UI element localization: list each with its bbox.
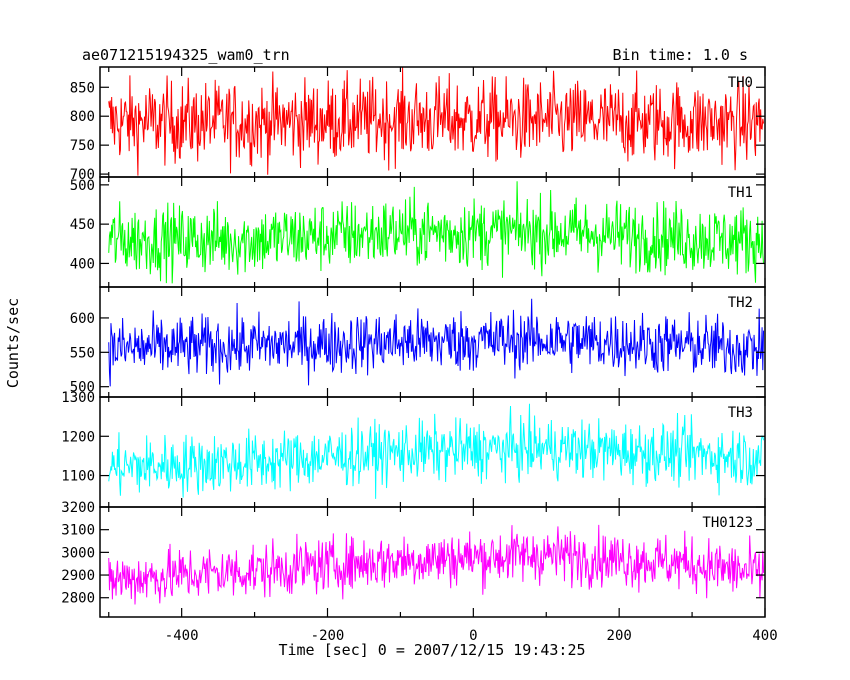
y-tick-label: 1100 [61, 469, 95, 485]
x-tick-label: 200 [607, 628, 632, 644]
panel-label: TH0 [728, 75, 753, 91]
y-tick-label: 450 [70, 217, 95, 233]
panel-th0123: 2800 2900 3000 3100 3200 TH0123 [61, 500, 766, 618]
bin-time-label: Bin time: 1.0 s [613, 46, 748, 64]
y-tick-label: 550 [70, 345, 95, 361]
y-tick-label: 2800 [61, 591, 95, 607]
y-tick-label: 850 [70, 80, 95, 96]
panel-th2: 500 550 600 TH2 [70, 286, 766, 398]
x-tick-label: -400 [165, 628, 199, 644]
y-tick-label: 500 [70, 380, 95, 396]
y-tick-label: 800 [70, 109, 95, 125]
panel-label: TH1 [728, 185, 753, 201]
x-tick-label: 0 [469, 628, 477, 644]
series-line-th0123 [108, 524, 765, 605]
panel-frame [99, 506, 766, 618]
y-tick-label: 3000 [61, 545, 95, 561]
series-line-th3 [108, 403, 765, 499]
series-line-th1 [108, 181, 765, 284]
y-tick-label: 600 [70, 311, 95, 327]
series-line-th2 [108, 298, 765, 387]
y-tick-label: 3200 [61, 500, 95, 516]
panel-th0: 700 750 800 850 TH0 [70, 66, 766, 183]
panel-label: TH2 [728, 295, 753, 311]
x-axis: -400 -200 0 200 400 [165, 628, 778, 644]
panel-th3: 1100 1200 1300 TH3 [61, 390, 766, 508]
x-tick-label: -200 [311, 628, 345, 644]
y-axis-label: Counts/sec [4, 298, 22, 388]
chart-title: ae071215194325_wam0_trn [82, 46, 290, 64]
y-tick-label: 700 [70, 167, 95, 183]
panel-frame [99, 66, 766, 178]
x-axis-label: Time [sec] 0 = 2007/12/15 19:43:25 [278, 641, 585, 659]
y-tick-label: 1300 [61, 390, 95, 406]
y-tick-label: 3100 [61, 523, 95, 539]
series-line-th0 [108, 67, 765, 176]
y-tick-label: 500 [70, 178, 95, 194]
y-tick-label: 750 [70, 138, 95, 154]
panels-group: 700 750 800 850 TH0 400 450 500 TH1 500 550 600 TH2 1… [61, 66, 766, 618]
x-tick-label: 400 [752, 628, 777, 644]
y-tick-label: 1200 [61, 429, 95, 445]
y-tick-label: 400 [70, 256, 95, 272]
panel-label: TH0123 [702, 515, 753, 531]
y-tick-label: 2900 [61, 568, 95, 584]
panel-th1: 400 450 500 TH1 [70, 176, 766, 288]
panel-label: TH3 [728, 405, 753, 421]
